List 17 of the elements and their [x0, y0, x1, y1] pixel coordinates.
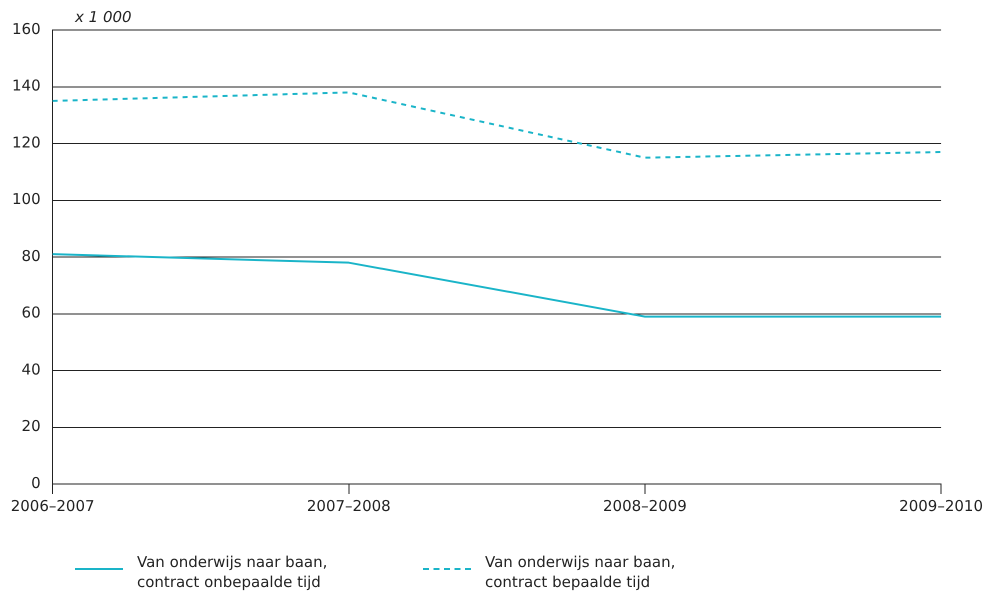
y-tick-label: 80	[22, 246, 41, 265]
legend-label: Van onderwijs naar baan, contract bepaalde tijd	[485, 552, 676, 592]
y-tick-label: 120	[12, 133, 41, 152]
x-tick-label: 2009–2010	[899, 496, 984, 515]
y-tick-label: 100	[12, 190, 41, 208]
x-tick-label: 2007–2008	[306, 496, 391, 515]
line-series	[52, 91, 942, 159]
y-tick-label: 20	[22, 417, 41, 436]
y-tick-label: 160	[12, 20, 41, 38]
y-tick-label: 60	[22, 304, 41, 322]
y-tick-label: 0	[31, 474, 41, 492]
y-tick-label: 140	[12, 76, 41, 95]
y-tick-label: 40	[22, 360, 41, 378]
x-tick-label: 2006–2007	[10, 496, 95, 515]
legend-label: Van onderwijs naar baan, contract onbepaalde tijd	[137, 552, 328, 592]
x-tick-label: 2008–2009	[603, 496, 687, 515]
y-axis-title: x 1 000	[75, 8, 132, 26]
